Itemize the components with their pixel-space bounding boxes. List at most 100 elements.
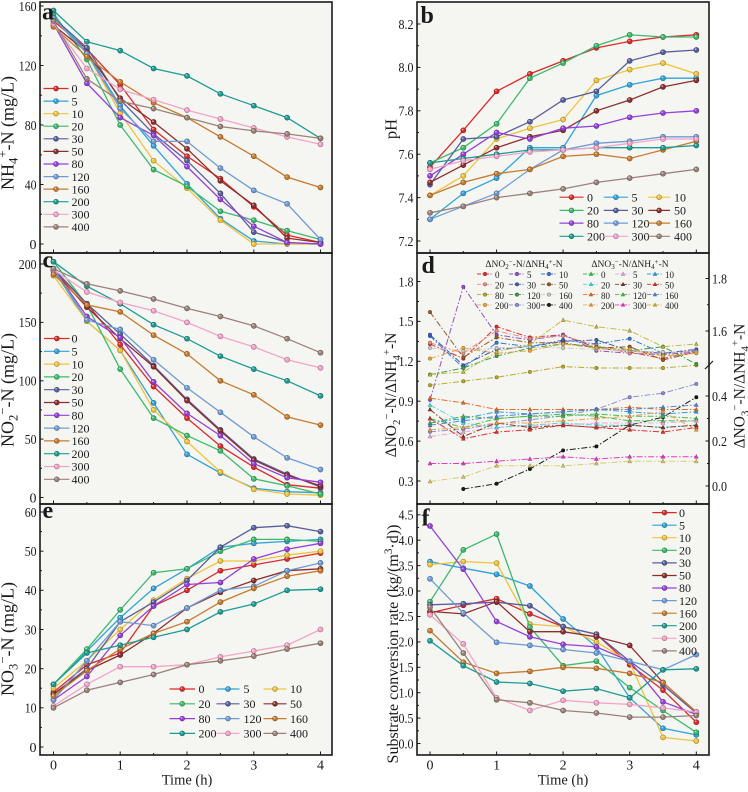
svg-text:400: 400 <box>72 220 90 234</box>
svg-text:NO3−-N (mg/L): NO3−-N (mg/L) <box>0 582 21 696</box>
svg-text:0.0: 0.0 <box>712 480 727 495</box>
svg-text:20: 20 <box>25 663 37 678</box>
svg-text:200: 200 <box>199 727 217 741</box>
svg-text:0.2: 0.2 <box>712 435 727 450</box>
svg-text:0: 0 <box>495 270 500 280</box>
svg-text:b: b <box>421 3 434 29</box>
svg-text:400: 400 <box>290 727 308 741</box>
svg-text:8.0: 8.0 <box>399 61 414 76</box>
svg-text:40: 40 <box>25 178 37 193</box>
svg-text:50: 50 <box>25 433 37 448</box>
svg-text:300: 300 <box>244 727 262 741</box>
svg-text:8.2: 8.2 <box>399 18 414 33</box>
svg-text:200: 200 <box>19 258 37 273</box>
svg-text:160: 160 <box>290 712 308 726</box>
svg-text:10: 10 <box>25 702 37 717</box>
svg-text:20: 20 <box>495 281 505 291</box>
svg-text:50: 50 <box>559 281 569 291</box>
svg-text:0.3: 0.3 <box>399 475 414 490</box>
svg-text:Time (h): Time (h) <box>162 773 213 788</box>
svg-text:10: 10 <box>665 270 675 280</box>
svg-text:2: 2 <box>184 759 191 774</box>
svg-text:f: f <box>422 506 431 532</box>
svg-text:Substrate conversion rate (kg/: Substrate conversion rate (kg/(m3·d)) <box>383 525 402 764</box>
svg-text:d: d <box>422 253 436 279</box>
svg-text:0: 0 <box>199 682 205 696</box>
svg-text:Time (h): Time (h) <box>538 773 589 788</box>
svg-text:10: 10 <box>674 190 686 204</box>
svg-text:120: 120 <box>527 291 541 301</box>
svg-text:80: 80 <box>587 216 599 230</box>
svg-text:0.9: 0.9 <box>399 395 414 410</box>
svg-text:80: 80 <box>199 712 211 726</box>
svg-text:0.4: 0.4 <box>712 390 727 405</box>
svg-text:4: 4 <box>693 759 700 774</box>
svg-text:7.8: 7.8 <box>399 105 414 120</box>
svg-text:400: 400 <box>674 230 692 244</box>
svg-text:2: 2 <box>560 759 567 774</box>
svg-text:50: 50 <box>25 545 37 560</box>
svg-text:pH: pH <box>382 119 401 139</box>
svg-text:30: 30 <box>527 281 537 291</box>
svg-text:120: 120 <box>632 216 650 230</box>
svg-text:c: c <box>43 248 54 274</box>
svg-text:120: 120 <box>633 291 647 301</box>
svg-text:5: 5 <box>633 270 638 280</box>
svg-text:300: 300 <box>632 230 650 244</box>
svg-text:0: 0 <box>601 270 606 280</box>
svg-text:30: 30 <box>244 697 256 711</box>
svg-text:0: 0 <box>30 741 37 756</box>
svg-text:0.6: 0.6 <box>399 435 414 450</box>
svg-text:0: 0 <box>30 491 37 506</box>
svg-text:1: 1 <box>117 759 124 774</box>
svg-text:160: 160 <box>674 216 692 230</box>
svg-text:10: 10 <box>559 270 569 280</box>
svg-text:60: 60 <box>25 506 37 521</box>
svg-text:50: 50 <box>665 281 675 291</box>
svg-text:120: 120 <box>19 59 37 74</box>
svg-text:400: 400 <box>665 301 679 311</box>
svg-text:7.6: 7.6 <box>399 148 414 163</box>
svg-text:120: 120 <box>244 712 262 726</box>
svg-text:1.6: 1.6 <box>712 325 727 340</box>
svg-text:0: 0 <box>427 759 434 774</box>
svg-text:400: 400 <box>72 473 90 487</box>
svg-text:e: e <box>43 498 54 524</box>
svg-text:160: 160 <box>19 0 37 15</box>
svg-text:7.4: 7.4 <box>399 191 414 206</box>
svg-text:4.5: 4.5 <box>399 509 414 524</box>
svg-text:80: 80 <box>495 291 505 301</box>
svg-text:3: 3 <box>626 759 633 774</box>
svg-text:1.8: 1.8 <box>399 275 414 290</box>
svg-text:1: 1 <box>493 759 500 774</box>
svg-text:100: 100 <box>19 375 37 390</box>
svg-text:300: 300 <box>633 301 647 311</box>
svg-text:5: 5 <box>527 270 532 280</box>
svg-text:a: a <box>42 0 54 26</box>
svg-text:0: 0 <box>30 238 37 253</box>
svg-text:50: 50 <box>290 697 302 711</box>
svg-text:150: 150 <box>19 316 37 331</box>
svg-text:80: 80 <box>601 291 611 301</box>
svg-text:200: 200 <box>587 230 605 244</box>
svg-text:0: 0 <box>50 759 57 774</box>
svg-text:160: 160 <box>665 291 679 301</box>
svg-text:4: 4 <box>317 759 324 774</box>
svg-text:3: 3 <box>250 759 257 774</box>
svg-text:300: 300 <box>527 301 541 311</box>
svg-text:400: 400 <box>679 644 697 658</box>
svg-text:30: 30 <box>25 623 37 638</box>
svg-text:1.5: 1.5 <box>399 315 414 330</box>
svg-text:10: 10 <box>290 682 302 696</box>
svg-text:400: 400 <box>559 301 573 311</box>
svg-text:160: 160 <box>559 291 573 301</box>
svg-text:5: 5 <box>632 190 638 204</box>
svg-text:200: 200 <box>601 301 615 311</box>
svg-text:20: 20 <box>601 281 611 291</box>
svg-text:0: 0 <box>587 190 593 204</box>
svg-text:NO2−-N (mg/L): NO2−-N (mg/L) <box>0 333 21 447</box>
svg-text:7.2: 7.2 <box>399 235 414 250</box>
svg-text:80: 80 <box>25 119 37 134</box>
svg-text:1.8: 1.8 <box>712 272 727 287</box>
svg-text:40: 40 <box>25 584 37 599</box>
